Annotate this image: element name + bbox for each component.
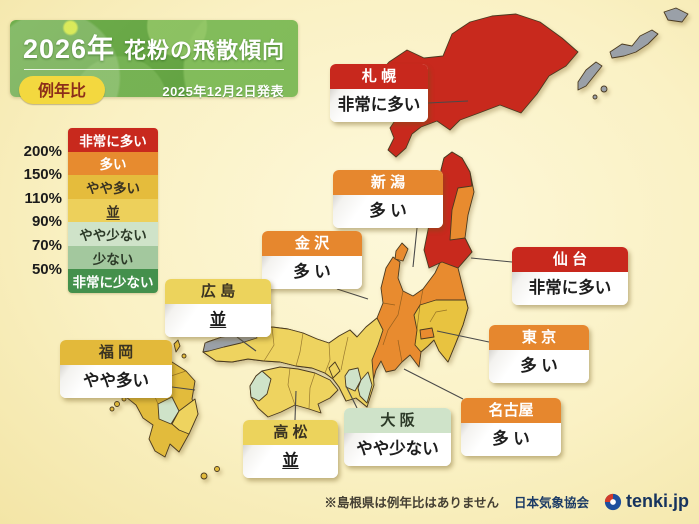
tenki-logo-icon xyxy=(604,493,622,510)
map-kuril-islands xyxy=(577,7,689,100)
shimane-note: ※島根県は例年比はありません xyxy=(324,496,499,510)
title-divider xyxy=(24,69,284,70)
legend-threshold-110: 110% xyxy=(24,189,62,207)
footer: ※島根県は例年比はありません 日本気象協会 tenki.jp xyxy=(324,491,689,512)
legend-band-slightly-low: やや少ない xyxy=(68,222,158,246)
map-honshu xyxy=(202,151,475,408)
callout-city-name: 大 阪 xyxy=(344,408,451,433)
callout-value: 多 い xyxy=(489,350,589,383)
callout-value: 非常に多い xyxy=(512,272,628,305)
callout-city-name: 札 幌 xyxy=(330,64,428,89)
callout-osaka: 大 阪 やや少ない xyxy=(344,408,451,466)
callout-kanazawa: 金 沢 多 い xyxy=(262,231,362,289)
callout-city-name: 東 京 xyxy=(489,325,589,350)
legend-threshold-70: 70% xyxy=(31,237,62,254)
callout-niigata: 新 潟 多 い xyxy=(333,170,443,228)
callout-city-name: 仙 台 xyxy=(512,247,628,272)
title-year: 2026年 xyxy=(22,34,116,64)
legend-threshold-50: 50% xyxy=(31,260,62,278)
callout-city-name: 金 沢 xyxy=(262,231,362,256)
map-kii-strip xyxy=(357,371,373,404)
callout-city-name: 新 潟 xyxy=(333,170,443,195)
callout-hiroshima: 広 島 並 xyxy=(165,279,271,337)
announce-date: 2025年12月2日発表 xyxy=(162,83,284,99)
callout-sapporo: 札 幌 非常に多い xyxy=(330,64,428,122)
legend-threshold-200: 200% xyxy=(23,142,62,160)
legend-band-normal: 並 xyxy=(68,198,158,223)
map-sado xyxy=(394,242,409,262)
map-miyazaki xyxy=(171,398,199,435)
callout-city-name: 広 島 xyxy=(165,279,271,304)
jwa-credit: 日本気象協会 xyxy=(513,496,589,510)
page-title: 2026年 花粉の飛散傾向 xyxy=(10,27,298,66)
map-awaji xyxy=(328,361,341,379)
tenki-jp-logo[interactable]: tenki.jp xyxy=(604,491,689,512)
callout-nagoya: 名古屋 多 い xyxy=(461,398,561,456)
callout-fukuoka: 福 岡 やや多い xyxy=(60,340,172,398)
map-kanto xyxy=(413,299,469,363)
map-ehime xyxy=(249,370,272,402)
legend-threshold-150: 150% xyxy=(23,166,62,184)
callout-value: やや多い xyxy=(60,365,172,398)
callout-city-name: 名古屋 xyxy=(461,398,561,423)
reinenhi-badge: 例年比 xyxy=(19,76,106,104)
callout-tokyo: 東 京 多 い xyxy=(489,325,589,383)
map-hokkaido xyxy=(375,13,579,158)
legend-band-slightly-high: やや多い xyxy=(68,175,158,199)
legend: 非常に多い 多い やや多い 並 やや少ない 少ない 非常に少ない xyxy=(68,128,158,293)
title-text: 花粉の飛散傾向 xyxy=(124,38,286,63)
legend-band-low: 少ない xyxy=(68,245,158,270)
legend-threshold-90: 90% xyxy=(31,213,62,231)
legend-band-high: 多い xyxy=(68,151,158,176)
legend-band-very-low: 非常に少ない xyxy=(68,269,158,293)
callout-sendai: 仙 台 非常に多い xyxy=(512,247,628,305)
callout-city-name: 福 岡 xyxy=(60,340,172,365)
title-banner: 2026年 花粉の飛散傾向 例年比 2025年12月2日発表 xyxy=(10,20,298,104)
map-tokyo xyxy=(419,327,435,340)
callout-value: 並 xyxy=(243,445,338,478)
callout-value: 並 xyxy=(165,304,271,337)
callout-value: 多 い xyxy=(262,256,362,289)
callout-value: 非常に多い xyxy=(330,89,428,122)
legend-band-very-high: 非常に多い xyxy=(68,128,158,152)
callout-city-name: 高 松 xyxy=(243,420,338,445)
callout-takamatsu: 高 松 並 xyxy=(243,420,338,478)
callout-value: 多 い xyxy=(461,423,561,456)
callout-value: やや少ない xyxy=(344,433,451,466)
leader-lines xyxy=(171,100,513,421)
tenki-logo-text: tenki.jp xyxy=(625,491,689,511)
callout-value: 多 い xyxy=(333,195,443,228)
map-osaka xyxy=(344,367,362,392)
map-shikoku xyxy=(249,366,339,418)
